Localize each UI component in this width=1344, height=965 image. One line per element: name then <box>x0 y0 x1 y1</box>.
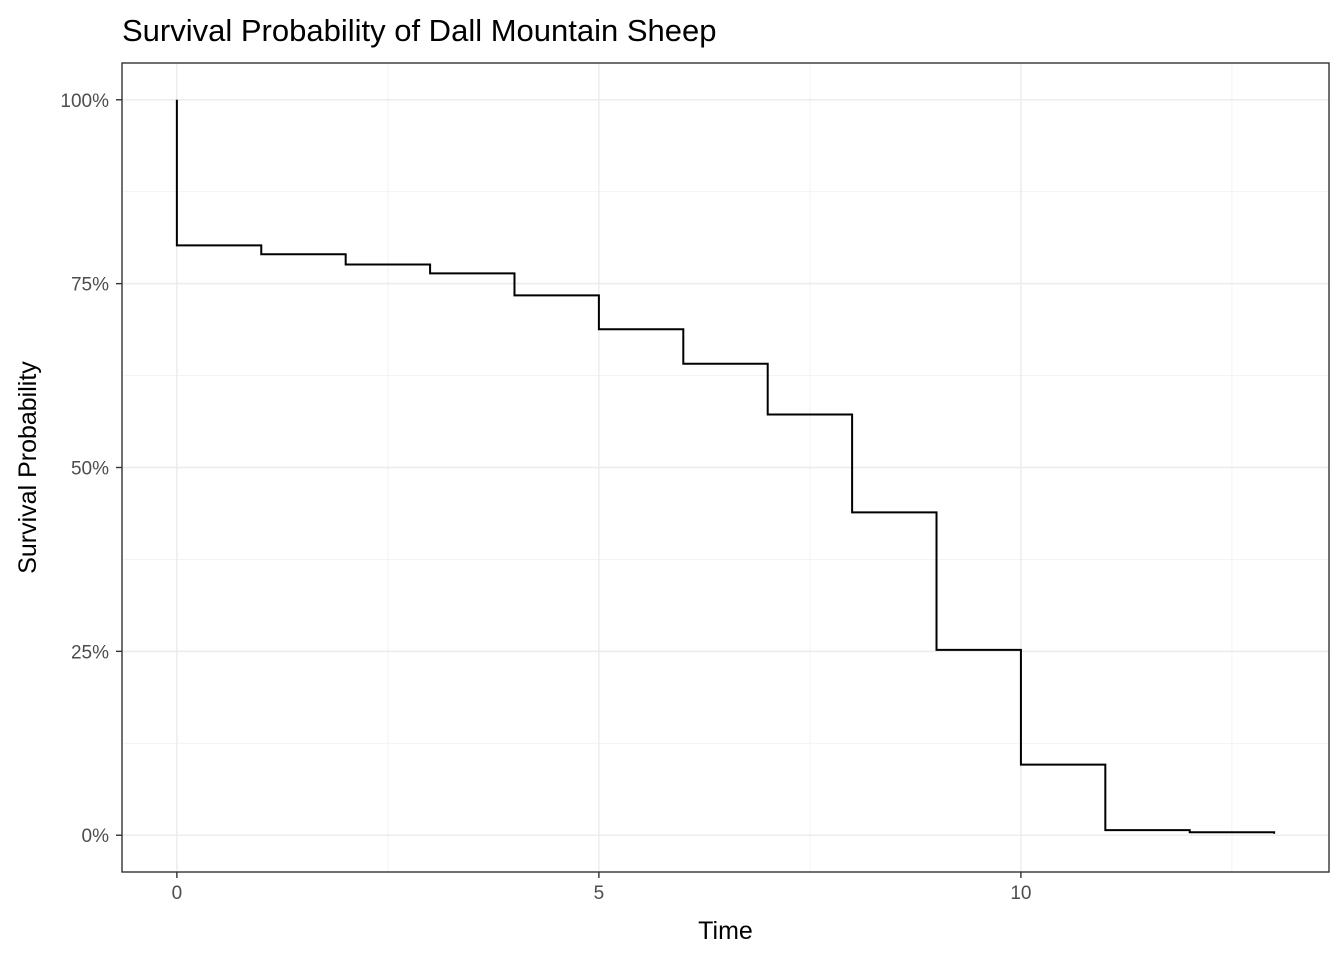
x-tick-label: 10 <box>1010 883 1031 904</box>
y-axis-title: Survival Probability <box>14 361 42 574</box>
grid-lines <box>122 63 1329 872</box>
survival-curve-group <box>175 99 1276 834</box>
y-axis: 0% 25% 50% 75% 100% <box>60 91 122 847</box>
x-tick-label: 0 <box>172 883 183 904</box>
y-tick-label: 100% <box>60 91 109 112</box>
survival-step-line <box>175 99 1276 834</box>
y-tick-label: 0% <box>82 826 110 847</box>
x-tick-label: 5 <box>594 883 605 904</box>
y-tick-label: 50% <box>71 459 109 480</box>
y-tick-label: 25% <box>71 642 109 663</box>
x-axis-title: Time <box>698 917 753 945</box>
x-axis: 0 5 10 <box>172 872 1031 904</box>
chart-title: Survival Probability of Dall Mountain Sh… <box>122 13 716 48</box>
plot-panel <box>121 62 1330 873</box>
y-tick-label: 75% <box>71 275 109 296</box>
